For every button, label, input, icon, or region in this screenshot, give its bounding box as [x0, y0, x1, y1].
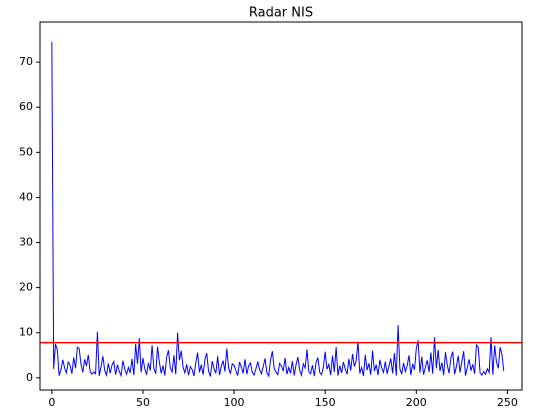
y-tick-label: 0	[26, 371, 33, 384]
data-line	[51, 41, 505, 378]
y-tick-label: 50	[19, 145, 33, 158]
x-tick-label: 50	[136, 396, 150, 409]
y-tick-label: 60	[19, 100, 33, 113]
x-tick-label: 250	[497, 396, 518, 409]
y-tick-label: 30	[19, 236, 33, 249]
x-tick-label: 150	[315, 396, 336, 409]
y-tick-label: 20	[19, 281, 33, 294]
y-tick-label: 40	[19, 190, 33, 203]
plot-frame	[39, 21, 523, 391]
x-tick-label: 0	[48, 396, 55, 409]
y-tick-label: 70	[19, 55, 33, 68]
y-tick-label: 10	[19, 326, 33, 339]
x-tick-label: 100	[224, 396, 245, 409]
chart-title: Radar NIS	[249, 6, 313, 21]
x-tick-label: 200	[406, 396, 427, 409]
